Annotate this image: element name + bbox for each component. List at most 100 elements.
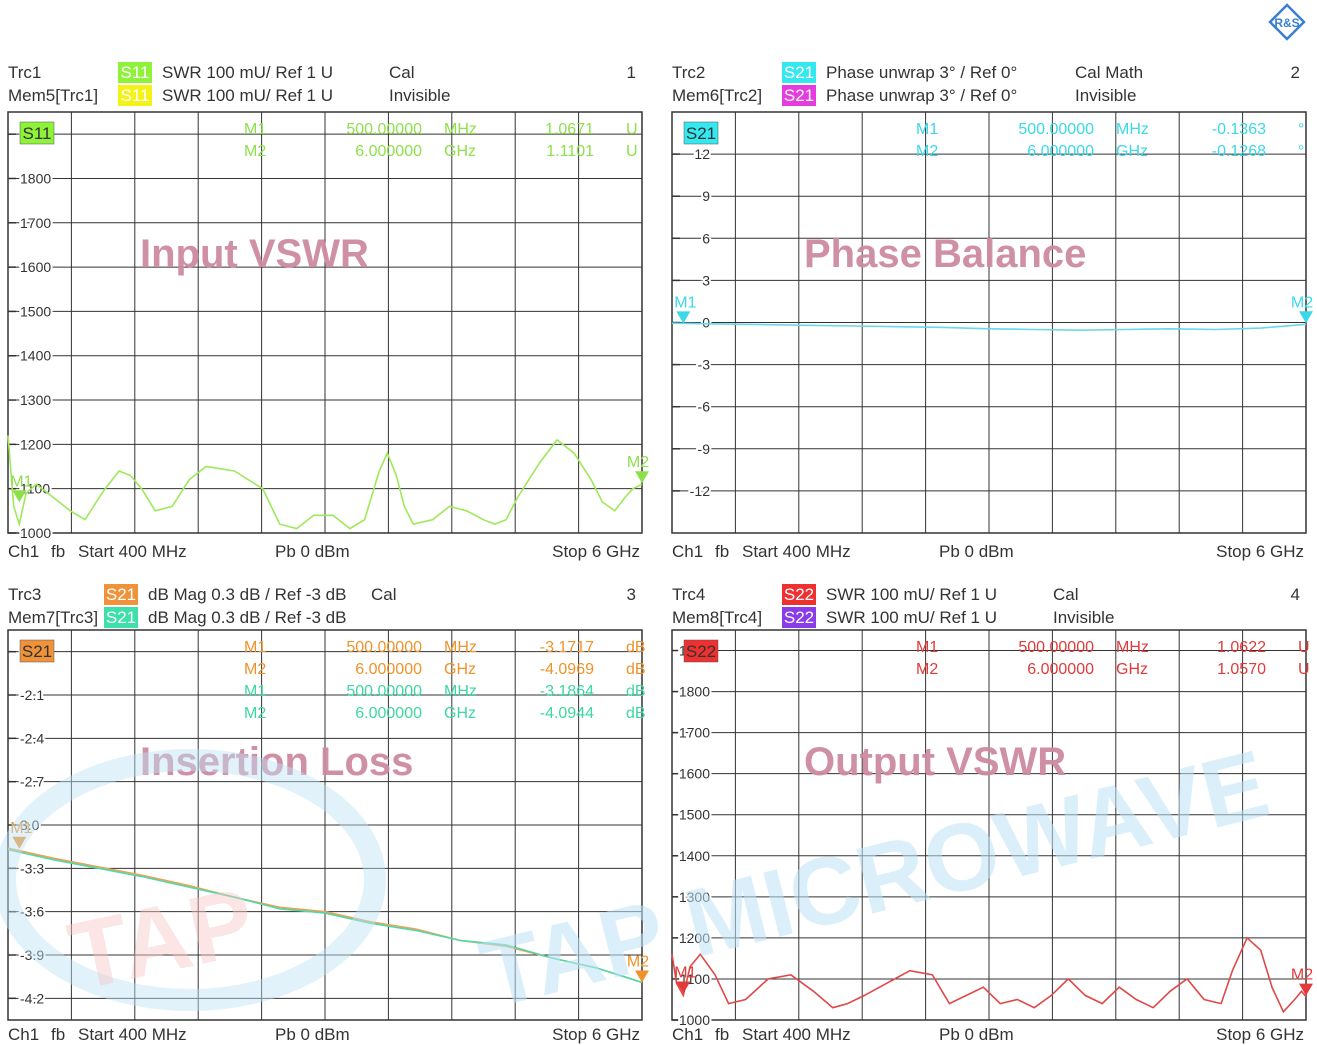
y-tick-label: -6: [698, 399, 711, 415]
trace-format: SWR 100 mU/ Ref 1 U: [826, 585, 997, 604]
rs-logo-icon: R&S: [1268, 3, 1306, 41]
y-tick-label: 1600: [20, 259, 51, 275]
y-tick-label: 1700: [679, 725, 710, 741]
marker-m2-icon[interactable]: [635, 970, 649, 983]
readout-marker-name: M1: [244, 121, 266, 138]
marker-m2-icon[interactable]: [1299, 983, 1313, 996]
footer-start: Start 400 MHz: [742, 542, 851, 561]
y-tick-label: 12: [694, 146, 710, 162]
footer-power: Pb 0 dBm: [275, 542, 350, 561]
trace-badge[interactable]: S11: [121, 63, 150, 82]
y-tick-label: 1200: [679, 930, 710, 946]
trace-status: Cal: [1053, 585, 1079, 604]
readout-value-unit: dB: [626, 683, 646, 700]
footer-channel: Ch1: [8, 1025, 39, 1044]
marker-m1-icon[interactable]: [676, 311, 691, 324]
readout-value-unit: U: [1298, 661, 1310, 678]
footer-channel: Ch1: [672, 1025, 703, 1044]
readout-frequency-unit: GHz: [444, 705, 476, 722]
readout-value: -3.1864: [540, 683, 594, 700]
marker-m2-label: M2: [627, 454, 649, 471]
trace-line-s22: [671, 936, 1307, 1014]
trace-status: Invisible: [1053, 608, 1114, 627]
plot-area: 1000110012001300140015001600170018001900: [7, 111, 643, 543]
footer-fb: fb: [715, 1025, 729, 1044]
readout-marker-name: M2: [244, 705, 266, 722]
y-tick-label: 1600: [679, 766, 710, 782]
readout-frequency-unit: GHz: [1116, 143, 1148, 160]
footer-start: Start 400 MHz: [78, 542, 187, 561]
marker-m2-label: M2: [1291, 967, 1313, 984]
trace-badge[interactable]: S11: [121, 86, 150, 105]
trace-name: Mem8[Trc4]: [672, 608, 762, 627]
footer-fb: fb: [51, 542, 65, 561]
readout-marker-name: M1: [916, 639, 938, 656]
readout-value: 1.0622: [1217, 639, 1266, 656]
trace-badge-bg: [782, 85, 816, 106]
param-badge[interactable]: S21: [22, 642, 52, 661]
plot-area: -12 -9 -6 -3 0 3 6 9 12: [671, 111, 1307, 534]
channel-number: 1: [627, 63, 636, 82]
y-tick-label: -9: [698, 441, 711, 457]
param-badge-bg: [19, 639, 55, 663]
trace-badge-bg: [782, 62, 816, 83]
chart-title: Input VSWR: [140, 232, 369, 276]
marker-m2-icon[interactable]: [1299, 311, 1313, 324]
y-tick-label: -2.4: [20, 730, 44, 746]
trace-status: Invisible: [1075, 86, 1136, 105]
marker-readout-row: M1 500.00000 MHz 1.0622 U: [916, 639, 1310, 656]
footer-stop: Stop 6 GHz: [1216, 1025, 1304, 1044]
marker-readout-row: M2 6.000000 GHz 1.1101 U: [244, 143, 638, 160]
y-tick-label: -12: [690, 483, 710, 499]
trace-badge-bg: [118, 85, 152, 106]
trace-name: Mem6[Trc2]: [672, 86, 762, 105]
marker-m1-icon[interactable]: [676, 981, 691, 994]
readout-value: -4.0944: [540, 705, 594, 722]
trace-badge-bg: [118, 62, 152, 83]
logo-text: R&S: [1274, 16, 1299, 30]
chart-panel-4: Trc4 S22 SWR 100 mU/ Ref 1 U Cal Mem8[Trc4] S…: [671, 584, 1313, 1044]
trace-name: Trc2: [672, 63, 705, 82]
marker-m1-icon[interactable]: [12, 490, 27, 503]
marker-m2-icon[interactable]: [635, 471, 649, 484]
trace-badge[interactable]: S21: [106, 608, 136, 627]
readout-value-unit: dB: [626, 705, 646, 722]
y-tick-label: -3.3: [20, 860, 44, 876]
param-badge[interactable]: S22: [686, 642, 716, 661]
footer-power: Pb 0 dBm: [939, 1025, 1014, 1044]
trace-badge-bg: [104, 584, 138, 605]
trace-format: SWR 100 mU/ Ref 1 U: [162, 63, 333, 82]
trace-format: dB Mag 0.3 dB / Ref -3 dB: [148, 585, 346, 604]
y-tick-label: 0: [702, 315, 710, 331]
param-badge[interactable]: S11: [23, 124, 52, 143]
chart-panel-1: Trc1 S11 SWR 100 mU/ Ref 1 U Cal Mem5[Trc1] S…: [7, 62, 649, 561]
trace-line-s11: [7, 435, 643, 530]
readout-frequency: 6.000000: [355, 143, 422, 160]
footer-fb: fb: [51, 1025, 65, 1044]
marker-m1-icon[interactable]: [12, 836, 27, 849]
plot-area: -1.8-2.1-2.4-2.73.0-3.3-3.6-3.9-4.2: [7, 629, 643, 1021]
y-tick-label: 9: [702, 188, 710, 204]
trace-badge[interactable]: S21: [784, 63, 814, 82]
y-tick-label: -2.7: [20, 774, 44, 790]
y-tick-label: -3: [698, 357, 711, 373]
readout-frequency-unit: GHz: [444, 143, 476, 160]
y-tick-label: 3: [702, 272, 710, 288]
trace-name: Trc3: [8, 585, 41, 604]
readout-frequency: 6.000000: [1027, 661, 1094, 678]
trace-format: SWR 100 mU/ Ref 1 U: [162, 86, 333, 105]
footer-stop: Stop 6 GHz: [552, 1025, 640, 1044]
trace-badge[interactable]: S22: [784, 608, 814, 627]
marker-m2-label: M2: [627, 953, 649, 970]
trace-badge[interactable]: S21: [106, 585, 136, 604]
y-tick-label: 1800: [20, 170, 51, 186]
y-tick-label: 1300: [679, 889, 710, 905]
marker-m1-label: M1: [10, 473, 32, 490]
marker-readout-row: M2 6.000000 GHz 1.0570 U: [916, 661, 1310, 678]
chart-title: Insertion Loss: [140, 740, 413, 784]
readout-value-unit: U: [626, 121, 638, 138]
trace-badge[interactable]: S22: [784, 585, 814, 604]
trace-badge[interactable]: S21: [784, 86, 814, 105]
trace-name: Mem5[Trc1]: [8, 86, 98, 105]
param-badge[interactable]: S21: [686, 124, 716, 143]
